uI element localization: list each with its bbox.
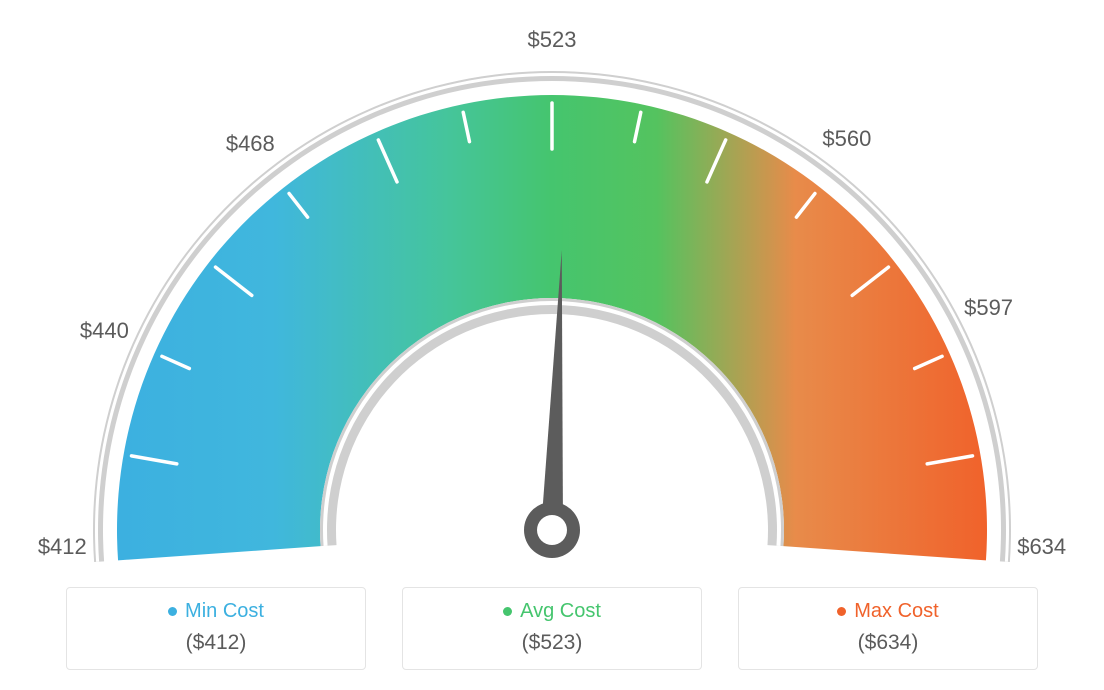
legend-label: Max Cost — [854, 600, 938, 623]
gauge-tick-label: $468 — [226, 131, 275, 157]
gauge-tick-label: $412 — [38, 534, 87, 560]
gauge-tick-label: $523 — [528, 27, 577, 53]
legend-card-avg: Avg Cost ($523) — [402, 587, 702, 670]
legend-dot-icon — [503, 607, 512, 616]
gauge-tick-label: $597 — [964, 295, 1013, 321]
legend-label: Min Cost — [185, 600, 264, 623]
legend-title: Min Cost — [168, 600, 264, 623]
legend-value: ($412) — [67, 631, 365, 655]
cost-gauge-chart: $412 $440 $468 $523 $560 $597 $634 Min Cost ($4… — [0, 0, 1104, 690]
legend-dot-icon — [837, 607, 846, 616]
legend-label: Avg Cost — [520, 600, 601, 623]
gauge-tick-label: $560 — [822, 126, 871, 152]
legend-card-min: Min Cost ($412) — [66, 587, 366, 670]
legend-value: ($523) — [403, 631, 701, 655]
gauge-area: $412 $440 $468 $523 $560 $597 $634 — [0, 0, 1104, 580]
legend-value: ($634) — [739, 631, 1037, 655]
legend-title: Max Cost — [837, 600, 938, 623]
legend-row: Min Cost ($412) Avg Cost ($523) Max Cost ($63… — [0, 587, 1104, 670]
gauge-tick-label: $634 — [1017, 534, 1066, 560]
legend-card-max: Max Cost ($634) — [738, 587, 1038, 670]
gauge-svg — [0, 0, 1104, 580]
gauge-tick-label: $440 — [80, 318, 129, 344]
legend-title: Avg Cost — [503, 600, 601, 623]
legend-dot-icon — [168, 607, 177, 616]
